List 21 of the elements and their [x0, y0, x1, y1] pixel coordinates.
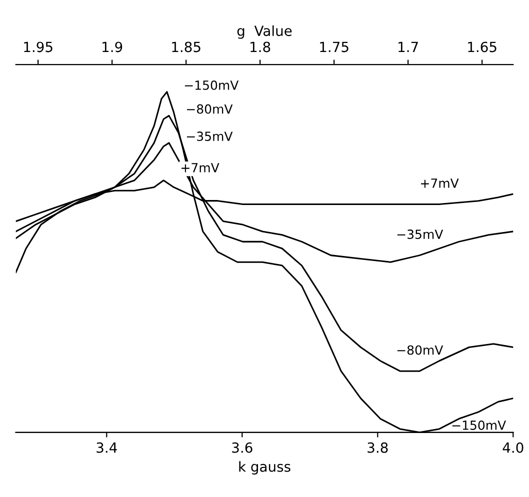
x2-tick-label: 1.85 — [172, 42, 200, 52]
text: −35mV — [186, 132, 233, 142]
x-tick-label: 3.4 — [96, 442, 117, 453]
x2-tick-label: 1.7 — [398, 42, 418, 52]
x2-tick-label: 1.9 — [102, 42, 122, 52]
x2-tick-label: 1.95 — [24, 42, 52, 52]
x-axis-title: k gauss — [239, 461, 290, 475]
series-label: −150mV — [452, 420, 506, 430]
series-label: −80mV — [397, 345, 444, 355]
x-tick-label: 3.8 — [368, 442, 388, 453]
x2-axis-title: g Value — [237, 25, 292, 39]
series-label: −35mV — [397, 230, 444, 239]
text: −80mV — [186, 104, 233, 114]
x2-tick-label: 1.8 — [250, 42, 270, 52]
x2-tick-label: 1.65 — [468, 42, 496, 52]
text: −150mV — [184, 80, 239, 90]
text: +7mV — [182, 163, 220, 172]
x-tick-label: 3.6 — [232, 442, 252, 453]
series-label: +7mV — [421, 178, 459, 188]
x2-tick-label: 1.75 — [320, 42, 348, 52]
x-tick-label: 4.0 — [502, 442, 524, 453]
